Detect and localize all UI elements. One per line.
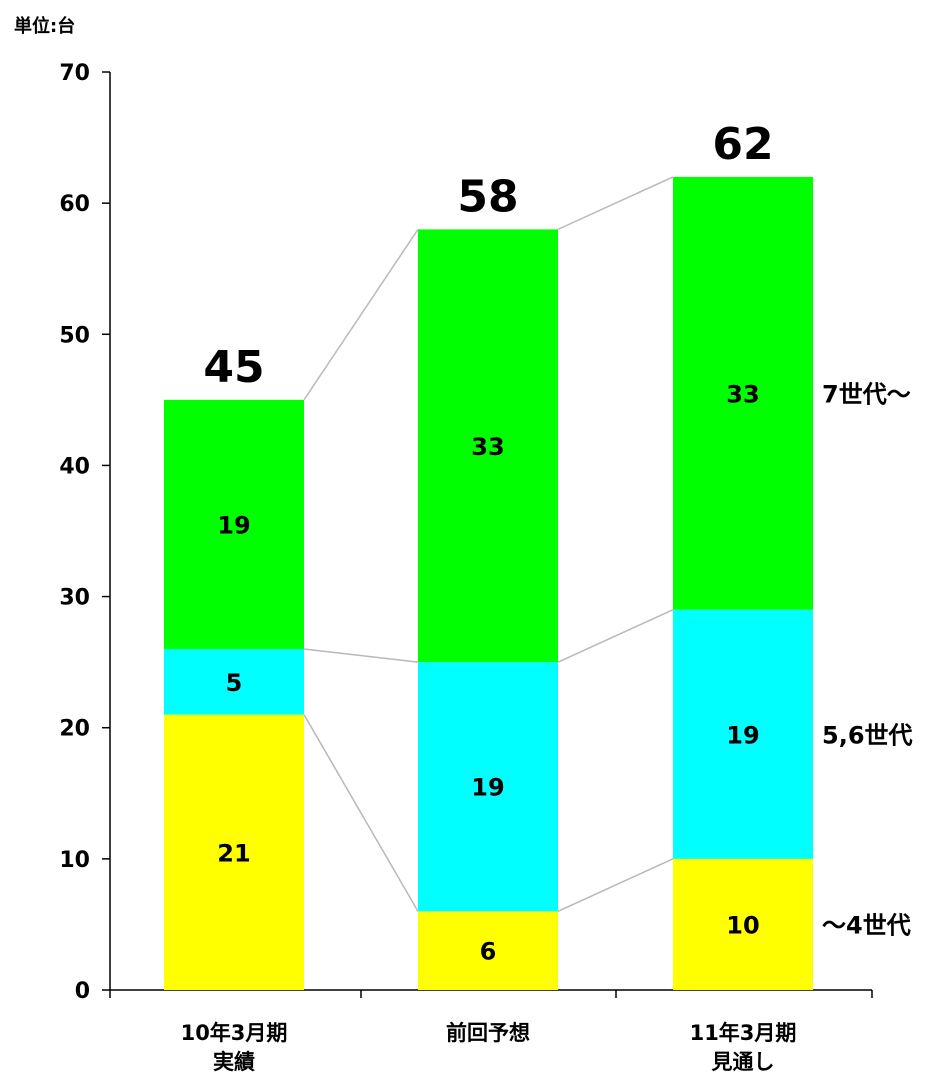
connector-line bbox=[557, 858, 674, 912]
connector-line bbox=[303, 648, 419, 663]
connector-lines bbox=[303, 176, 674, 912]
total-value-label: 58 bbox=[457, 171, 518, 222]
bar-segment bbox=[673, 176, 813, 610]
x-category-label: 11年3月期 bbox=[690, 1021, 797, 1045]
y-tick-label: 20 bbox=[59, 717, 90, 742]
y-tick-label: 70 bbox=[59, 61, 90, 86]
y-tick-label: 30 bbox=[59, 586, 90, 611]
x-category-label: 10年3月期 bbox=[181, 1021, 288, 1045]
segment-value-label: 19 bbox=[726, 721, 759, 749]
series-label: ～4世代 bbox=[822, 911, 911, 939]
segment-value-label: 19 bbox=[471, 774, 504, 802]
connector-line bbox=[303, 228, 419, 401]
segment-value-label: 10 bbox=[726, 911, 759, 939]
x-category-label: 前回予想 bbox=[446, 1021, 530, 1045]
unit-label: 単位:台 bbox=[14, 16, 76, 37]
bar-segment bbox=[164, 399, 304, 650]
total-value-label: 45 bbox=[203, 342, 264, 393]
connector-line bbox=[557, 176, 674, 231]
segment-value-label: 5 bbox=[226, 669, 243, 697]
labels: 21 5 19 45 6 19 33 58 10 19 33 62 ～4世代 5,6世代 7世代～ bbox=[203, 119, 912, 966]
y-tick-label: 40 bbox=[59, 454, 90, 479]
x-category-label: 実績 bbox=[213, 1050, 255, 1074]
y-tick-label: 50 bbox=[59, 323, 90, 348]
bar-segment bbox=[164, 649, 304, 715]
bars bbox=[164, 176, 813, 990]
segment-value-label: 33 bbox=[471, 433, 504, 461]
x-category-label: 見通し bbox=[712, 1050, 775, 1074]
segment-value-label: 19 bbox=[217, 511, 250, 539]
y-tick-label: 60 bbox=[59, 192, 90, 217]
segment-value-label: 21 bbox=[217, 839, 250, 867]
bar-segment bbox=[673, 858, 813, 990]
series-label: 7世代～ bbox=[822, 380, 911, 408]
connector-line bbox=[303, 714, 419, 912]
bar-segment bbox=[673, 609, 813, 859]
series-label: 5,6世代 bbox=[822, 721, 913, 749]
bar-segment bbox=[164, 714, 304, 990]
segment-value-label: 33 bbox=[726, 380, 759, 408]
total-value-label: 62 bbox=[712, 119, 773, 170]
y-tick-label: 0 bbox=[75, 979, 90, 1004]
bar-segment bbox=[418, 229, 558, 663]
connector-line bbox=[557, 609, 674, 663]
bar-segment bbox=[418, 911, 558, 990]
y-tick-label: 10 bbox=[59, 848, 90, 873]
segment-value-label: 6 bbox=[480, 938, 497, 966]
bar-segment bbox=[418, 662, 558, 912]
